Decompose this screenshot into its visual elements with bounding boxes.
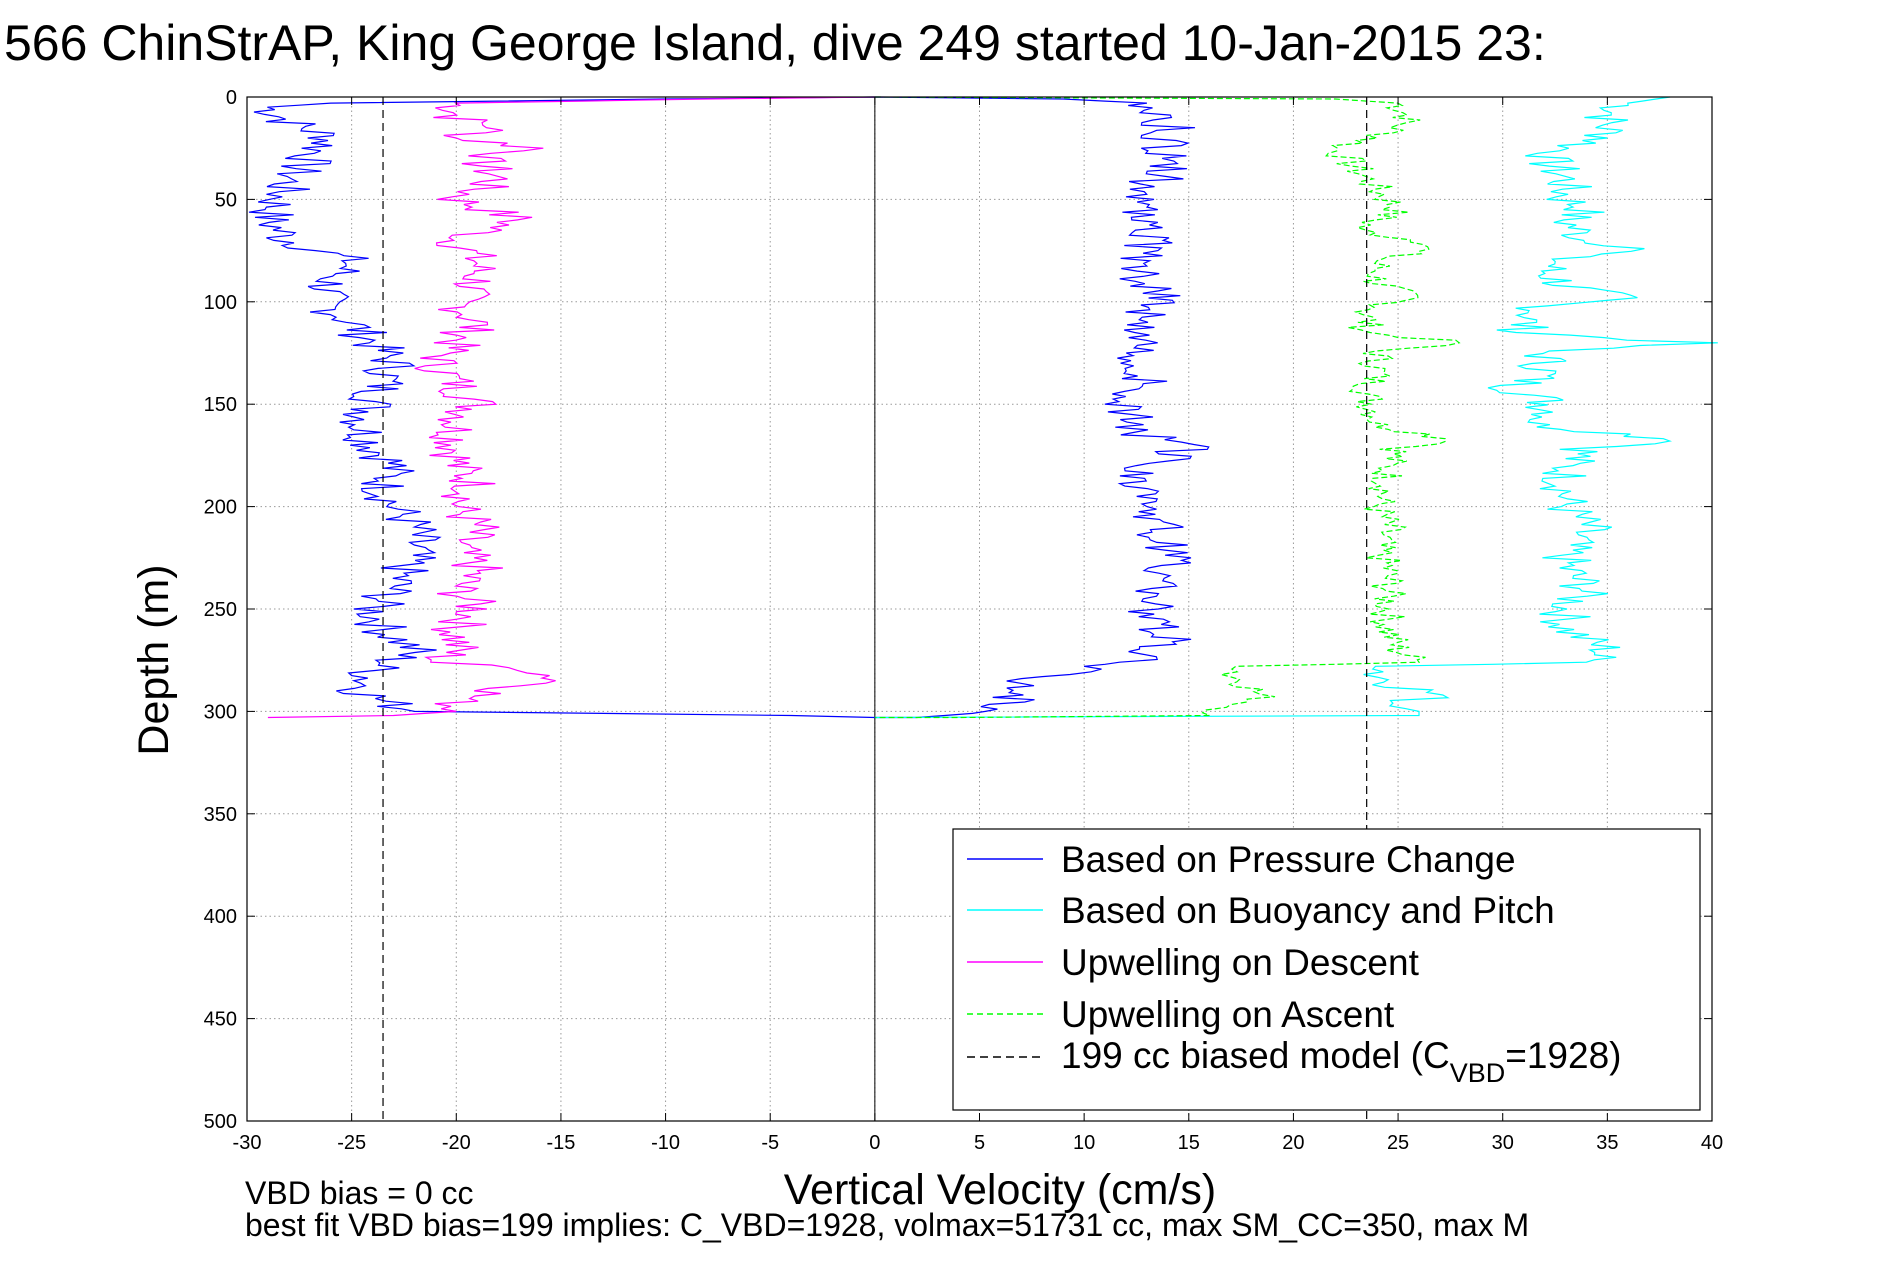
series-upwelling-on-descent [267,96,875,719]
y-tick-label: 500 [204,1111,237,1133]
x-tick-label: -30 [233,1132,262,1154]
series-based-on-pressure-change [248,96,1210,719]
legend-label: Upwelling on Ascent [1061,994,1395,1035]
legend-item: Upwelling on Descent [967,942,1420,983]
x-tick-label: 25 [1387,1132,1409,1154]
y-tick-label: 150 [204,394,237,416]
x-tick-label: -5 [761,1132,779,1154]
x-tick-label: 15 [1178,1132,1200,1154]
y-tick-label: 350 [204,804,237,826]
legend-item: Upwelling on Ascent [967,994,1395,1035]
legend-label: Upwelling on Descent [1061,942,1420,983]
x-tick-label: -25 [337,1132,366,1154]
footer-vbd-bias: VBD bias = 0 cc [245,1175,474,1211]
x-tick-label: 20 [1282,1132,1304,1154]
footer-best-fit: best fit VBD bias=199 implies: C_VBD=192… [245,1207,1529,1243]
axis-ticks: -30 -25 -20 -15 -10 -5 0 5 10 15 20 25 30 35 400501001… [204,87,1724,1154]
legend-label: Based on Pressure Change [1061,839,1516,880]
y-tick-label: 250 [204,599,237,621]
legend-item: Based on Pressure Change [967,839,1516,880]
legend-label-model: 199 cc biased model (CVBD=1928) [1061,1035,1621,1088]
x-tick-label: 30 [1492,1132,1514,1154]
series-based-on-buoyancy-and-pitch [874,96,1718,719]
series-upwelling-on-ascent [874,96,1461,719]
x-tick-label: -20 [442,1132,471,1154]
y-axis-label: Depth (m) [130,564,178,755]
legend-item: Based on Buoyancy and Pitch [967,890,1555,931]
y-tick-label: 400 [204,906,237,928]
x-tick-label: 0 [869,1132,880,1154]
legend-label: Based on Buoyancy and Pitch [1061,890,1555,931]
x-tick-label: 5 [974,1132,985,1154]
x-tick-label: -15 [546,1132,575,1154]
legend-items: Based on Pressure Change Based on Buoyanc… [967,839,1555,1035]
x-tick-label: 35 [1596,1132,1618,1154]
series-layer [248,96,1718,1121]
y-tick-label: 100 [204,292,237,314]
x-tick-label: 40 [1701,1132,1723,1154]
legend: Based on Pressure Change Based on Buoyanc… [952,828,1701,1111]
y-tick-label: 450 [204,1009,237,1031]
x-axis-label: Vertical Velocity (cm/s) [784,1166,1217,1214]
x-tick-label: 10 [1073,1132,1095,1154]
y-tick-label: 0 [226,87,237,109]
y-tick-label: 50 [215,189,237,211]
legend-item-model: 199 cc biased model (CVBD=1928) [967,1035,1621,1088]
y-tick-label: 200 [204,497,237,519]
chart-title: 566 ChinStrAP, King George Island, dive … [4,15,1546,71]
x-tick-label: -10 [651,1132,680,1154]
legend-box [952,828,1701,1111]
y-tick-label: 300 [204,701,237,723]
